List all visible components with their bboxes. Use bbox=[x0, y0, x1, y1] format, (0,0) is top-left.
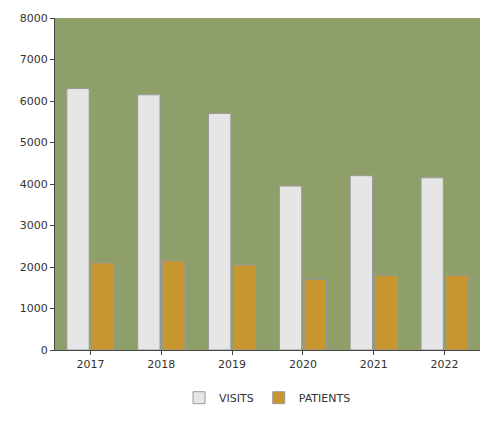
svg-text:4000: 4000 bbox=[20, 178, 48, 191]
svg-text:0: 0 bbox=[41, 344, 48, 357]
svg-text:5000: 5000 bbox=[20, 136, 48, 149]
svg-text:VISITS: VISITS bbox=[219, 392, 254, 405]
svg-text:2020: 2020 bbox=[289, 358, 317, 371]
svg-text:7000: 7000 bbox=[20, 53, 48, 66]
svg-text:8000: 8000 bbox=[20, 12, 48, 25]
svg-text:3000: 3000 bbox=[20, 219, 48, 232]
svg-text:2021: 2021 bbox=[360, 358, 388, 371]
svg-text:2018: 2018 bbox=[147, 358, 175, 371]
svg-text:6000: 6000 bbox=[20, 95, 48, 108]
svg-text:2022: 2022 bbox=[431, 358, 459, 371]
svg-text:PATIENTS: PATIENTS bbox=[299, 392, 350, 405]
svg-text:2017: 2017 bbox=[76, 358, 104, 371]
svg-text:1000: 1000 bbox=[20, 302, 48, 315]
svg-text:2000: 2000 bbox=[20, 261, 48, 274]
svg-text:2019: 2019 bbox=[218, 358, 246, 371]
